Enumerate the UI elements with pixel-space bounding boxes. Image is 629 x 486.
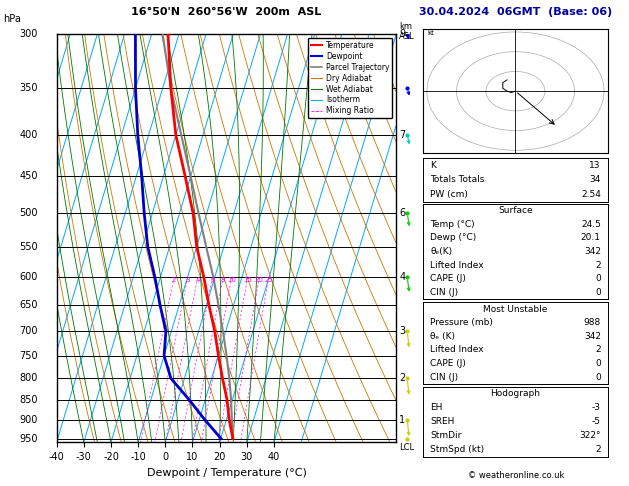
Text: Surface: Surface — [498, 207, 533, 215]
Text: 20.1: 20.1 — [581, 233, 601, 243]
Text: 988: 988 — [584, 318, 601, 327]
Text: 25: 25 — [264, 278, 273, 283]
Text: 0: 0 — [595, 359, 601, 368]
Text: © weatheronline.co.uk: © weatheronline.co.uk — [467, 471, 564, 480]
Text: 8: 8 — [221, 278, 225, 283]
Text: CIN (J): CIN (J) — [430, 373, 459, 382]
Text: 342: 342 — [584, 332, 601, 341]
Text: 950: 950 — [19, 434, 38, 444]
Text: 16°50'N  260°56'W  200m  ASL: 16°50'N 260°56'W 200m ASL — [131, 7, 321, 17]
Text: CAPE (J): CAPE (J) — [430, 274, 466, 283]
Text: Most Unstable: Most Unstable — [483, 305, 548, 313]
Text: Totals Totals: Totals Totals — [430, 175, 484, 184]
Text: kt: kt — [427, 30, 434, 36]
Text: 24.5: 24.5 — [581, 220, 601, 229]
Text: EH: EH — [430, 403, 442, 412]
Text: 4: 4 — [196, 278, 200, 283]
Text: 10: 10 — [227, 278, 236, 283]
Text: Lifted Index: Lifted Index — [430, 346, 484, 354]
Text: 7: 7 — [399, 130, 406, 140]
Text: 2: 2 — [595, 260, 601, 270]
Text: 34: 34 — [589, 175, 601, 184]
Text: SREH: SREH — [430, 417, 455, 426]
Text: 2.54: 2.54 — [581, 190, 601, 199]
Text: 4: 4 — [399, 272, 406, 282]
Text: 6: 6 — [210, 278, 214, 283]
Text: 2: 2 — [595, 346, 601, 354]
Text: 2: 2 — [399, 373, 406, 383]
Text: K: K — [430, 161, 436, 170]
Text: Temp (°C): Temp (°C) — [430, 220, 475, 229]
Text: 650: 650 — [19, 300, 38, 311]
Text: 30.04.2024  06GMT  (Base: 06): 30.04.2024 06GMT (Base: 06) — [419, 7, 613, 17]
Text: StmDir: StmDir — [430, 432, 462, 440]
Text: 600: 600 — [19, 272, 38, 282]
Text: θₑ (K): θₑ (K) — [430, 332, 455, 341]
Text: 550: 550 — [19, 242, 38, 252]
Text: Hodograph: Hodograph — [491, 389, 540, 399]
Text: Dewp (°C): Dewp (°C) — [430, 233, 476, 243]
Text: 342: 342 — [584, 247, 601, 256]
Text: 450: 450 — [19, 172, 38, 181]
Text: 350: 350 — [19, 83, 38, 93]
Text: -5: -5 — [592, 417, 601, 426]
Text: hPa: hPa — [3, 14, 21, 24]
Text: 750: 750 — [19, 350, 38, 361]
Text: 2: 2 — [595, 445, 601, 454]
Text: 20: 20 — [255, 278, 264, 283]
Text: 2: 2 — [172, 278, 176, 283]
Text: -3: -3 — [592, 403, 601, 412]
Text: 500: 500 — [19, 208, 38, 218]
Text: Pressure (mb): Pressure (mb) — [430, 318, 493, 327]
Text: 0: 0 — [595, 274, 601, 283]
Text: 13: 13 — [589, 161, 601, 170]
Text: 400: 400 — [19, 130, 38, 140]
Text: CAPE (J): CAPE (J) — [430, 359, 466, 368]
Text: 850: 850 — [19, 395, 38, 404]
Text: 6: 6 — [399, 208, 406, 218]
Text: km
ASL: km ASL — [399, 22, 415, 41]
Text: θₑ(K): θₑ(K) — [430, 247, 452, 256]
Text: CIN (J): CIN (J) — [430, 288, 459, 296]
Text: 3: 3 — [399, 327, 406, 336]
Text: 900: 900 — [19, 415, 38, 425]
Text: 322°: 322° — [579, 432, 601, 440]
Text: StmSpd (kt): StmSpd (kt) — [430, 445, 484, 454]
Text: 3: 3 — [186, 278, 190, 283]
X-axis label: Dewpoint / Temperature (°C): Dewpoint / Temperature (°C) — [147, 468, 306, 478]
Text: LCL: LCL — [399, 443, 415, 452]
Text: 700: 700 — [19, 327, 38, 336]
Text: 0: 0 — [595, 373, 601, 382]
Text: 15: 15 — [243, 278, 252, 283]
Legend: Temperature, Dewpoint, Parcel Trajectory, Dry Adiabat, Wet Adiabat, Isotherm, Mi: Temperature, Dewpoint, Parcel Trajectory… — [308, 38, 392, 119]
Text: 9: 9 — [399, 29, 406, 39]
Text: PW (cm): PW (cm) — [430, 190, 468, 199]
Text: 1: 1 — [399, 415, 406, 425]
Text: Lifted Index: Lifted Index — [430, 260, 484, 270]
Text: 800: 800 — [19, 373, 38, 383]
Text: 300: 300 — [19, 29, 38, 39]
Text: 0: 0 — [595, 288, 601, 296]
